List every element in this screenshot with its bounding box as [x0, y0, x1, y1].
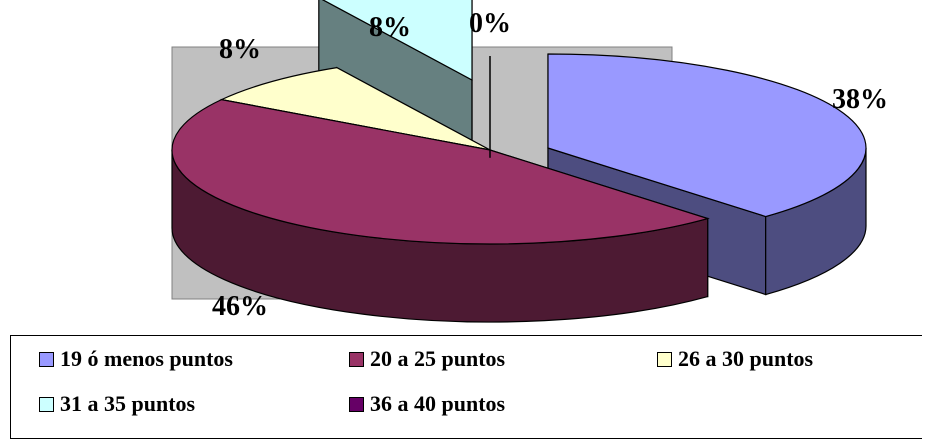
legend: 19 ó menos puntos 20 a 25 puntos 26 a 30… — [10, 335, 922, 439]
data-label-31-a-35-puntos: 8% — [369, 12, 411, 43]
legend-swatch — [39, 396, 54, 412]
legend-item-26-a-30: 26 a 30 puntos — [657, 346, 813, 372]
data-label-26-a-30-puntos: 8% — [219, 34, 261, 65]
legend-swatch — [349, 351, 364, 367]
legend-label: 20 a 25 puntos — [370, 346, 506, 371]
data-label-19-o-menos-puntos: 38% — [832, 84, 888, 115]
legend-item-36-a-40: 36 a 40 puntos — [349, 391, 505, 417]
legend-swatch — [657, 351, 672, 367]
pie-chart: 38% 46% 8% 8% 0% — [171, 0, 888, 323]
legend-swatch — [39, 351, 54, 367]
legend-swatch — [349, 396, 364, 412]
legend-item-31-a-35: 31 a 35 puntos — [39, 391, 195, 417]
legend-label: 26 a 30 puntos — [678, 346, 814, 371]
pie-slice-20-a-25-puntos — [171, 98, 710, 323]
legend-label: 36 a 40 puntos — [370, 391, 506, 416]
data-label-20-a-25-puntos: 46% — [212, 291, 268, 322]
legend-item-20-a-25: 20 a 25 puntos — [349, 346, 505, 372]
legend-label: 19 ó menos puntos — [60, 346, 233, 371]
legend-label: 31 a 35 puntos — [60, 391, 196, 416]
legend-item-19-o-menos: 19 ó menos puntos — [39, 346, 233, 372]
data-label-36-a-40-puntos: 0% — [469, 8, 511, 39]
